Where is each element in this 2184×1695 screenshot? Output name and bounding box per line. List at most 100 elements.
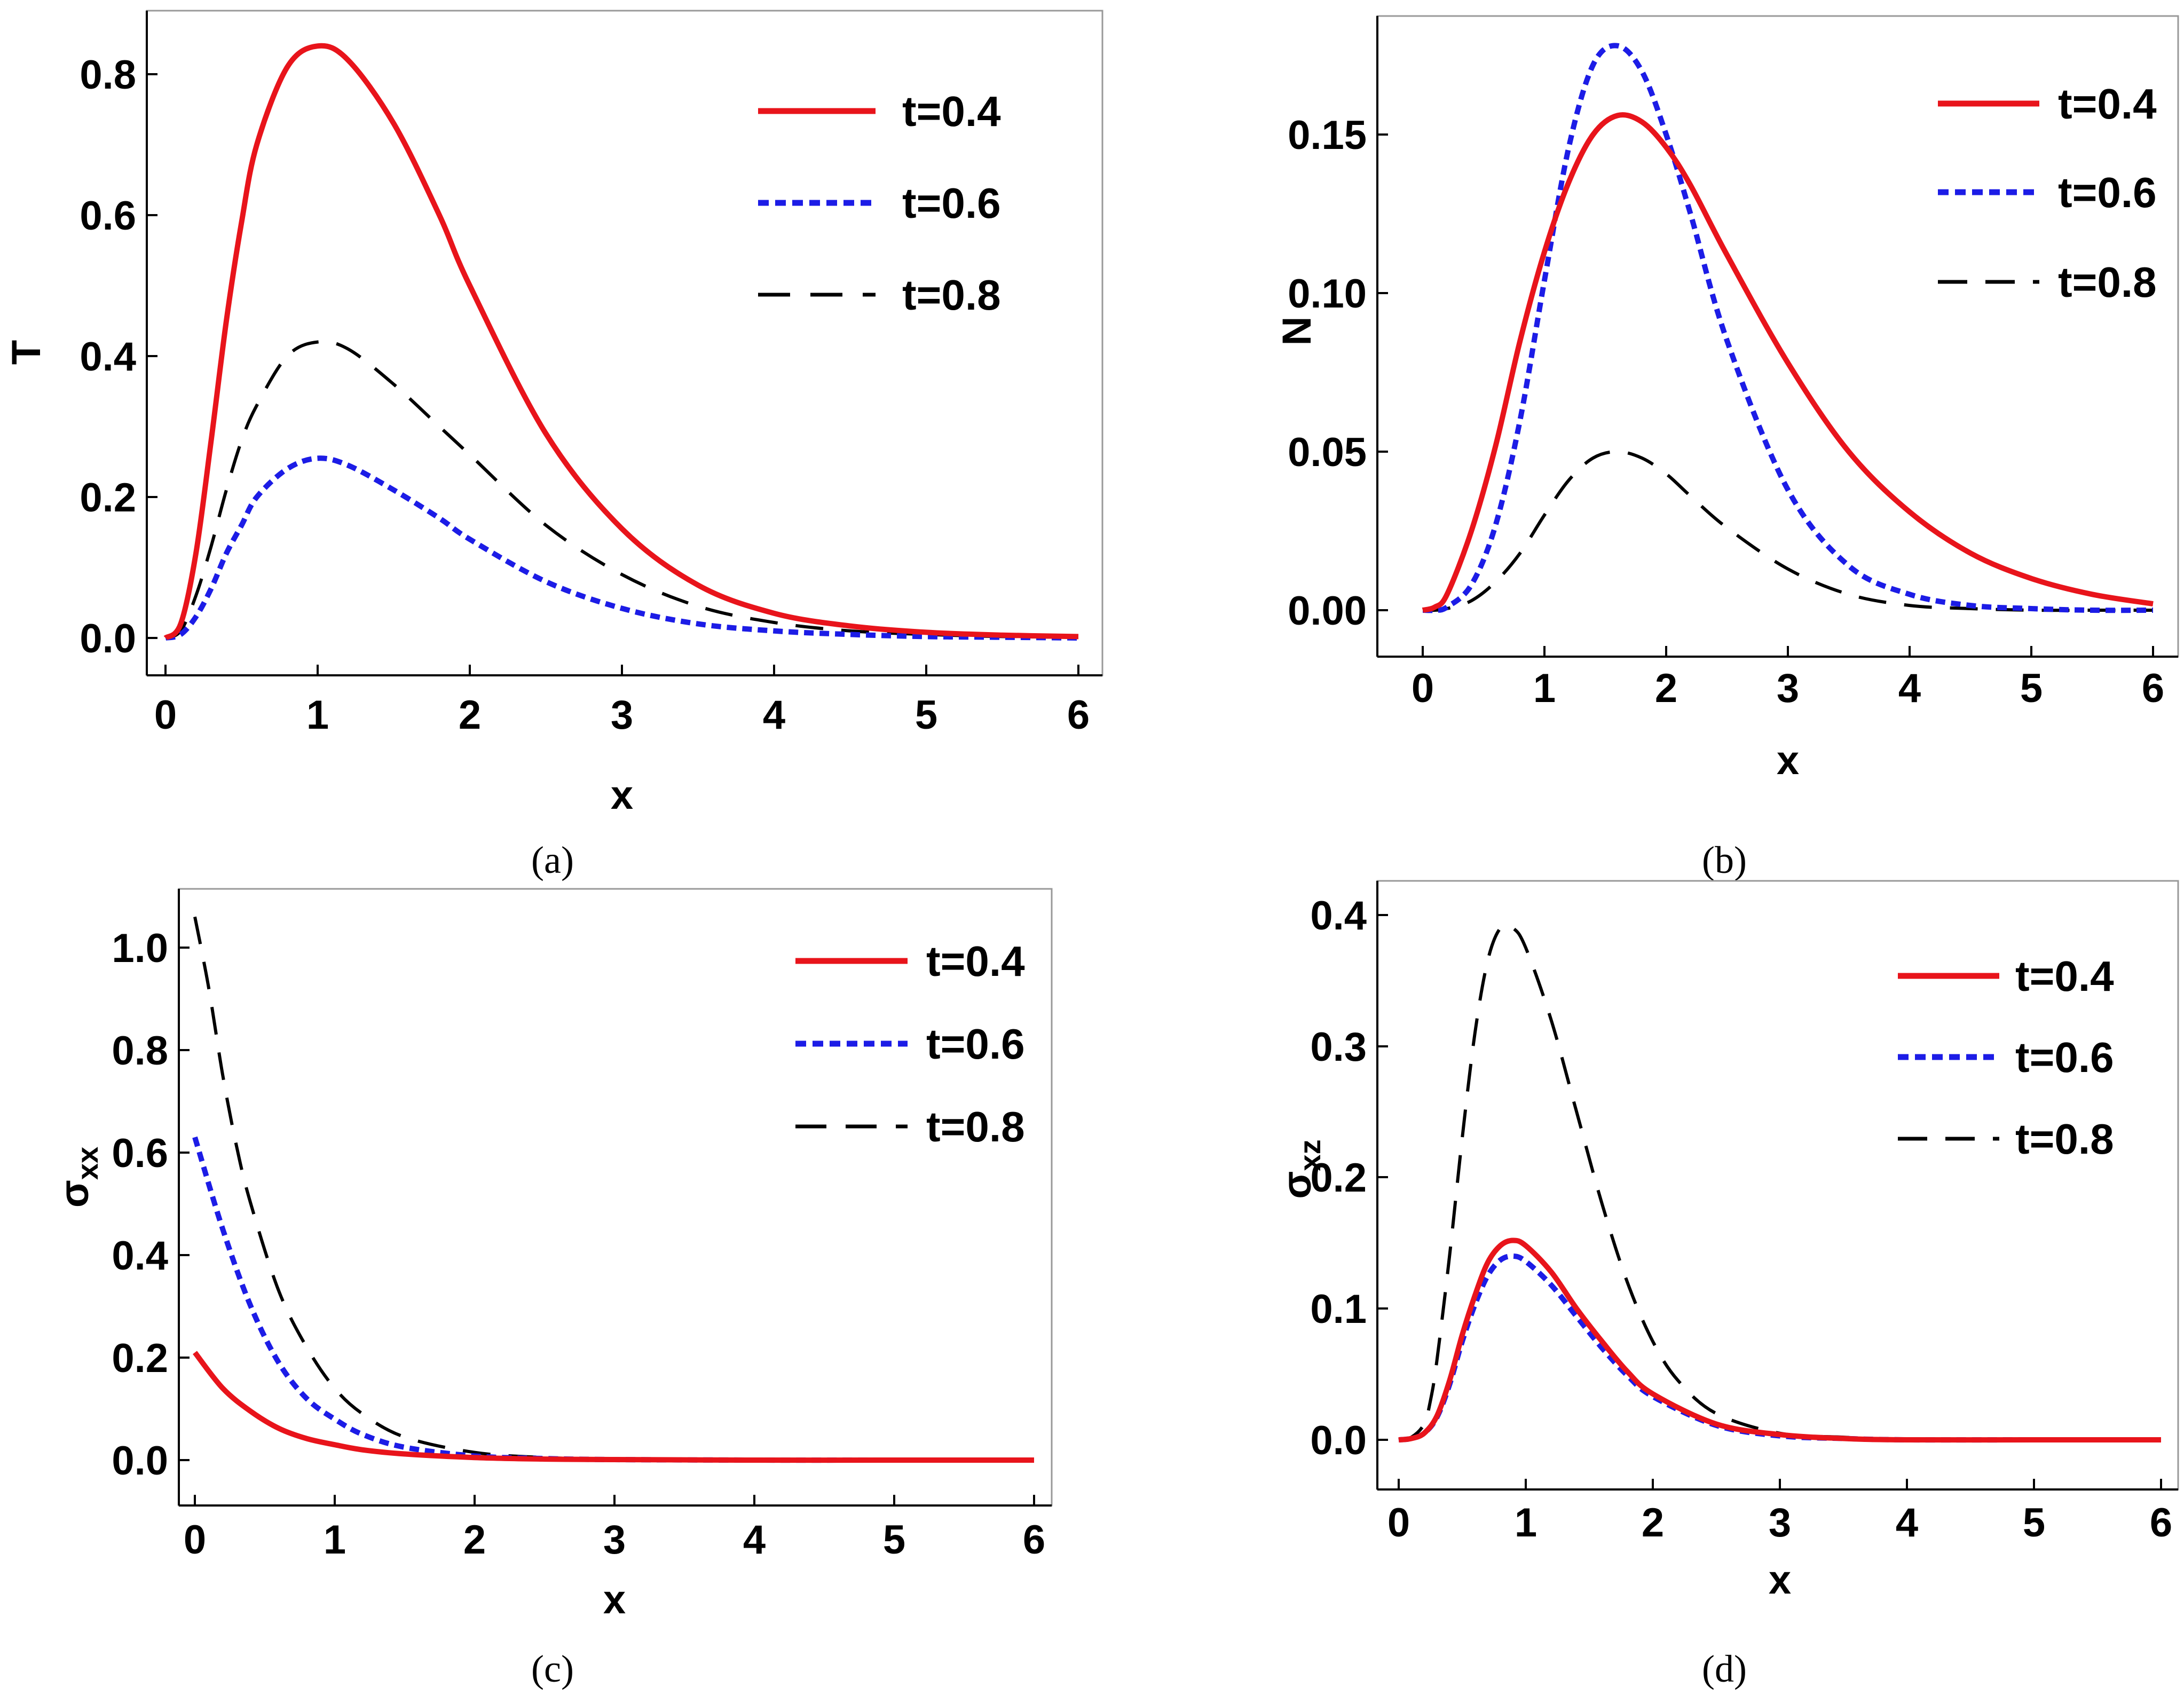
panel-b-x-tick-label: 1 bbox=[1533, 666, 1556, 711]
panel-c-y-axis-label-sub: xx bbox=[70, 1147, 104, 1180]
panel-d-y-axis-label-sub: xz bbox=[1293, 1139, 1327, 1171]
panel-a-y-axis-label: T bbox=[4, 340, 49, 365]
panel-c-x-tick-label: 4 bbox=[743, 1517, 766, 1563]
panel-d-legend-label-t04: t=0.4 bbox=[2015, 952, 2114, 1000]
panel-a-series-line-t08 bbox=[164, 340, 1079, 640]
panel-b-plot-frame bbox=[1376, 15, 2179, 658]
panel-b-x-tick-label: 4 bbox=[1898, 666, 1921, 711]
panel-c-y-ticks: 0.0 0.2 0.4 0.6 0.8 1.0 bbox=[112, 926, 190, 1484]
panel-b-y-ticks: 0.00 0.05 0.10 0.15 bbox=[1288, 113, 1388, 634]
panel-b-x-tick-label: 6 bbox=[2142, 666, 2164, 711]
panel-a-x-tick-label: 4 bbox=[763, 692, 785, 738]
panel-d-caption: (d) bbox=[1702, 1647, 1747, 1690]
panel-b-x-ticks: 0 1 2 3 4 5 6 bbox=[1412, 646, 2164, 711]
panel-c-x-axis-label: x bbox=[603, 1577, 626, 1622]
panel-b-curves bbox=[1422, 43, 2154, 613]
panel-c-x-tick-label: 3 bbox=[603, 1517, 626, 1563]
panel-d-y-axis-label: σxz bbox=[1274, 1139, 1327, 1199]
panel-b-x-tick-label: 3 bbox=[1777, 666, 1799, 711]
panel-a-x-ticks: 0 1 2 3 4 5 6 bbox=[154, 665, 1090, 738]
panel-c-y-tick-label: 0.4 bbox=[112, 1233, 168, 1279]
panel-b-caption: (b) bbox=[1702, 839, 1747, 881]
panel-b-x-tick-label: 0 bbox=[1412, 666, 1434, 711]
panel-c-series-line-t04 bbox=[193, 1351, 1034, 1463]
panel-a-x-tick-label: 3 bbox=[611, 692, 633, 738]
panel-a-series-line-t04 bbox=[163, 43, 1079, 641]
panel-d-x-ticks: 0 1 2 3 4 5 6 bbox=[1387, 1479, 2172, 1546]
panel-d-y-ticks: 0.0 0.1 0.2 0.3 0.4 bbox=[1310, 893, 1388, 1463]
panel-b-series-line-t06 bbox=[1422, 43, 2154, 613]
panel-d-y-tick-label: 0.4 bbox=[1310, 893, 1367, 939]
panel-d-legend-label-t08: t=0.8 bbox=[2015, 1115, 2114, 1163]
panel-a-caption: (a) bbox=[531, 839, 574, 881]
panel-c-x-tick-label: 5 bbox=[883, 1517, 905, 1563]
panel-c-y-tick-label: 0.2 bbox=[112, 1336, 168, 1381]
panel-a-y-tick-label: 0.2 bbox=[80, 475, 136, 521]
panel-a-y-tick-label: 0.8 bbox=[80, 52, 136, 98]
panel-b-legend-label-t04: t=0.4 bbox=[2058, 80, 2157, 128]
panel-c-x-tick-label: 1 bbox=[324, 1517, 346, 1563]
panel-d-x-tick-label: 2 bbox=[1642, 1500, 1664, 1546]
panel-b-legend-label-t08: t=0.8 bbox=[2058, 258, 2157, 306]
panel-c-y-tick-label: 1.0 bbox=[112, 926, 168, 971]
panel-a-y-tick-label: 0.6 bbox=[80, 193, 136, 239]
panel-b-y-tick-label: 0.15 bbox=[1288, 113, 1367, 158]
panel-c-legend-label-t06: t=0.6 bbox=[926, 1020, 1025, 1068]
panel-a-x-tick-label: 0 bbox=[154, 692, 177, 738]
panel-a-curves bbox=[163, 43, 1079, 641]
panel-a: 0 1 2 3 4 5 6 0.0 0.2 0.4 0.6 0.8 x T t=… bbox=[4, 10, 1103, 881]
panel-a-legend-label-t08: t=0.8 bbox=[902, 271, 1001, 319]
panel-c-x-tick-label: 6 bbox=[1023, 1517, 1045, 1563]
panel-d: 0 1 2 3 4 5 6 0.0 0.1 0.2 0.3 0.4 x σxz … bbox=[1274, 880, 2179, 1690]
panel-a-y-tick-label: 0.4 bbox=[80, 334, 136, 380]
panel-d-legend: t=0.4 t=0.6 t=0.8 bbox=[1898, 952, 2114, 1163]
panel-b-legend-label-t06: t=0.6 bbox=[2058, 169, 2157, 216]
panel-d-y-tick-label: 0.0 bbox=[1310, 1418, 1367, 1463]
panel-c-y-axis-label: σxx bbox=[52, 1147, 104, 1208]
panel-a-y-tick-label: 0.0 bbox=[80, 616, 136, 661]
panel-a-x-tick-label: 2 bbox=[459, 692, 481, 738]
panel-a-x-tick-label: 1 bbox=[306, 692, 329, 738]
panel-c-curves bbox=[192, 916, 1034, 1463]
panel-c-y-tick-label: 0.6 bbox=[112, 1131, 168, 1176]
panel-d-y-tick-label: 0.1 bbox=[1310, 1287, 1367, 1332]
panel-d-x-tick-label: 5 bbox=[2023, 1500, 2045, 1546]
panel-c-y-axis-label-main: σ bbox=[52, 1180, 97, 1208]
panel-c-plot-frame bbox=[178, 888, 1053, 1507]
panel-a-series-line-t06 bbox=[164, 455, 1079, 641]
panel-b-y-tick-label: 0.00 bbox=[1288, 588, 1367, 634]
panel-b: 0 1 2 3 4 5 6 0.00 0.05 0.10 0.15 x N t=… bbox=[1274, 15, 2179, 881]
panel-b-series-line-t08 bbox=[1422, 450, 2153, 612]
panel-d-y-tick-label: 0.3 bbox=[1310, 1024, 1367, 1070]
panel-b-x-axis-label: x bbox=[1777, 738, 1799, 783]
panel-d-plot-frame bbox=[1376, 880, 2179, 1491]
panel-a-y-ticks: 0.0 0.2 0.4 0.6 0.8 bbox=[80, 52, 157, 661]
panel-d-series-line-t04 bbox=[1398, 1237, 2161, 1443]
panel-c-legend: t=0.4 t=0.6 t=0.8 bbox=[795, 937, 1025, 1150]
panel-d-x-tick-label: 0 bbox=[1387, 1500, 1410, 1546]
panel-c-x-ticks: 0 1 2 3 4 5 6 bbox=[184, 1495, 1045, 1563]
panel-d-x-tick-label: 3 bbox=[1769, 1500, 1791, 1546]
panel-a-x-tick-label: 5 bbox=[915, 692, 937, 738]
panel-d-curves bbox=[1398, 923, 2161, 1443]
panel-d-x-tick-label: 1 bbox=[1515, 1500, 1537, 1546]
panel-c-y-tick-label: 0.0 bbox=[112, 1438, 168, 1484]
panel-c-caption: (c) bbox=[531, 1647, 574, 1690]
panel-d-x-axis-label: x bbox=[1769, 1557, 1791, 1603]
panel-a-legend: t=0.4 t=0.6 t=0.8 bbox=[758, 88, 1001, 319]
panel-c: 0 1 2 3 4 5 6 0.0 0.2 0.4 0.6 0.8 1.0 x … bbox=[52, 888, 1053, 1690]
panel-d-x-tick-label: 6 bbox=[2150, 1500, 2172, 1546]
panel-a-x-axis-label: x bbox=[611, 772, 633, 818]
panel-c-legend-label-t04: t=0.4 bbox=[926, 937, 1025, 985]
panel-b-y-tick-label: 0.10 bbox=[1288, 271, 1367, 317]
panel-d-y-tick-label: 0.2 bbox=[1310, 1155, 1367, 1201]
panel-c-x-tick-label: 2 bbox=[463, 1517, 486, 1563]
panel-a-x-tick-label: 6 bbox=[1067, 692, 1090, 738]
panel-b-x-tick-label: 2 bbox=[1655, 666, 1677, 711]
panel-c-legend-label-t08: t=0.8 bbox=[926, 1103, 1025, 1150]
panel-b-x-tick-label: 5 bbox=[2020, 666, 2043, 711]
panel-d-x-tick-label: 4 bbox=[1896, 1500, 1918, 1546]
panel-c-x-tick-label: 0 bbox=[184, 1517, 206, 1563]
panel-a-legend-label-t04: t=0.4 bbox=[902, 88, 1001, 135]
